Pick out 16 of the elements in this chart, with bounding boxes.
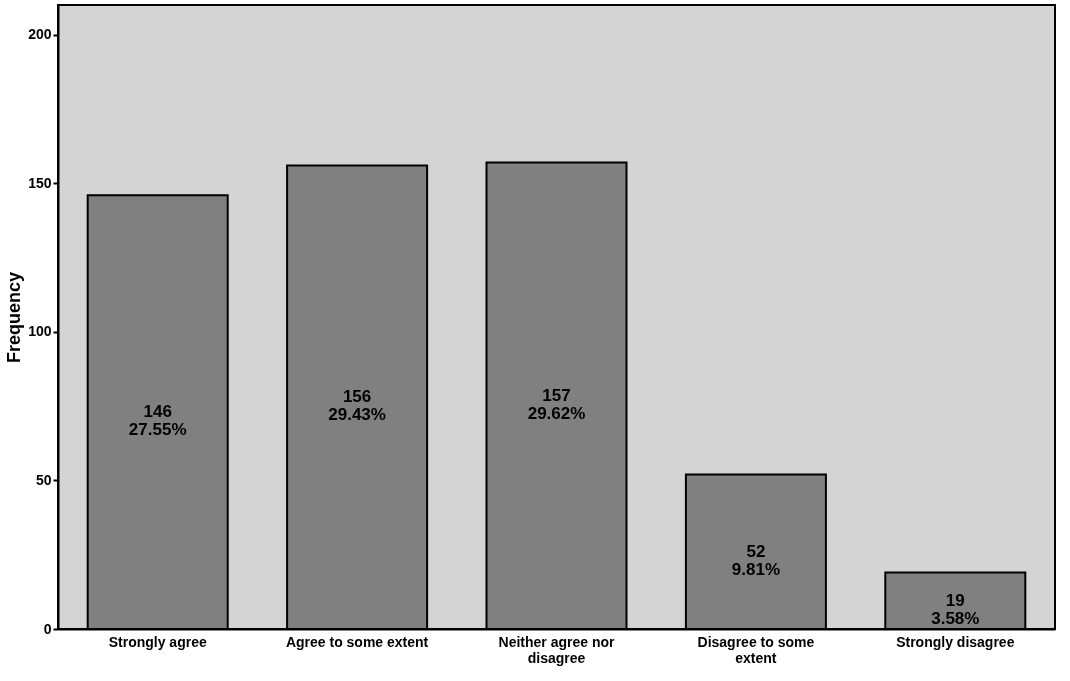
data-label: 146 27.55% xyxy=(128,402,187,440)
x-tick-label: Neither agree nor disagree xyxy=(498,633,616,666)
data-label: 52 9.81% xyxy=(731,541,780,579)
data-label: 156 29.43% xyxy=(328,387,386,425)
x-tick-label: Strongly disagree xyxy=(896,633,1015,650)
y-tick-label: 50 xyxy=(35,471,52,488)
x-tick-label: Agree to some extent xyxy=(285,633,429,650)
x-tick-label: Strongly agree xyxy=(108,633,207,650)
data-label: 19 3.58% xyxy=(931,590,980,628)
y-tick-label: 150 xyxy=(28,174,52,191)
y-axis-title: Frequency xyxy=(4,271,25,364)
data-label: 157 29.62% xyxy=(527,385,586,423)
x-tick-label: Disagree to some extent xyxy=(697,633,815,666)
y-tick-label: 100 xyxy=(28,323,52,340)
y-tick-label: 0 xyxy=(43,620,52,637)
y-tick-label: 200 xyxy=(28,26,52,43)
